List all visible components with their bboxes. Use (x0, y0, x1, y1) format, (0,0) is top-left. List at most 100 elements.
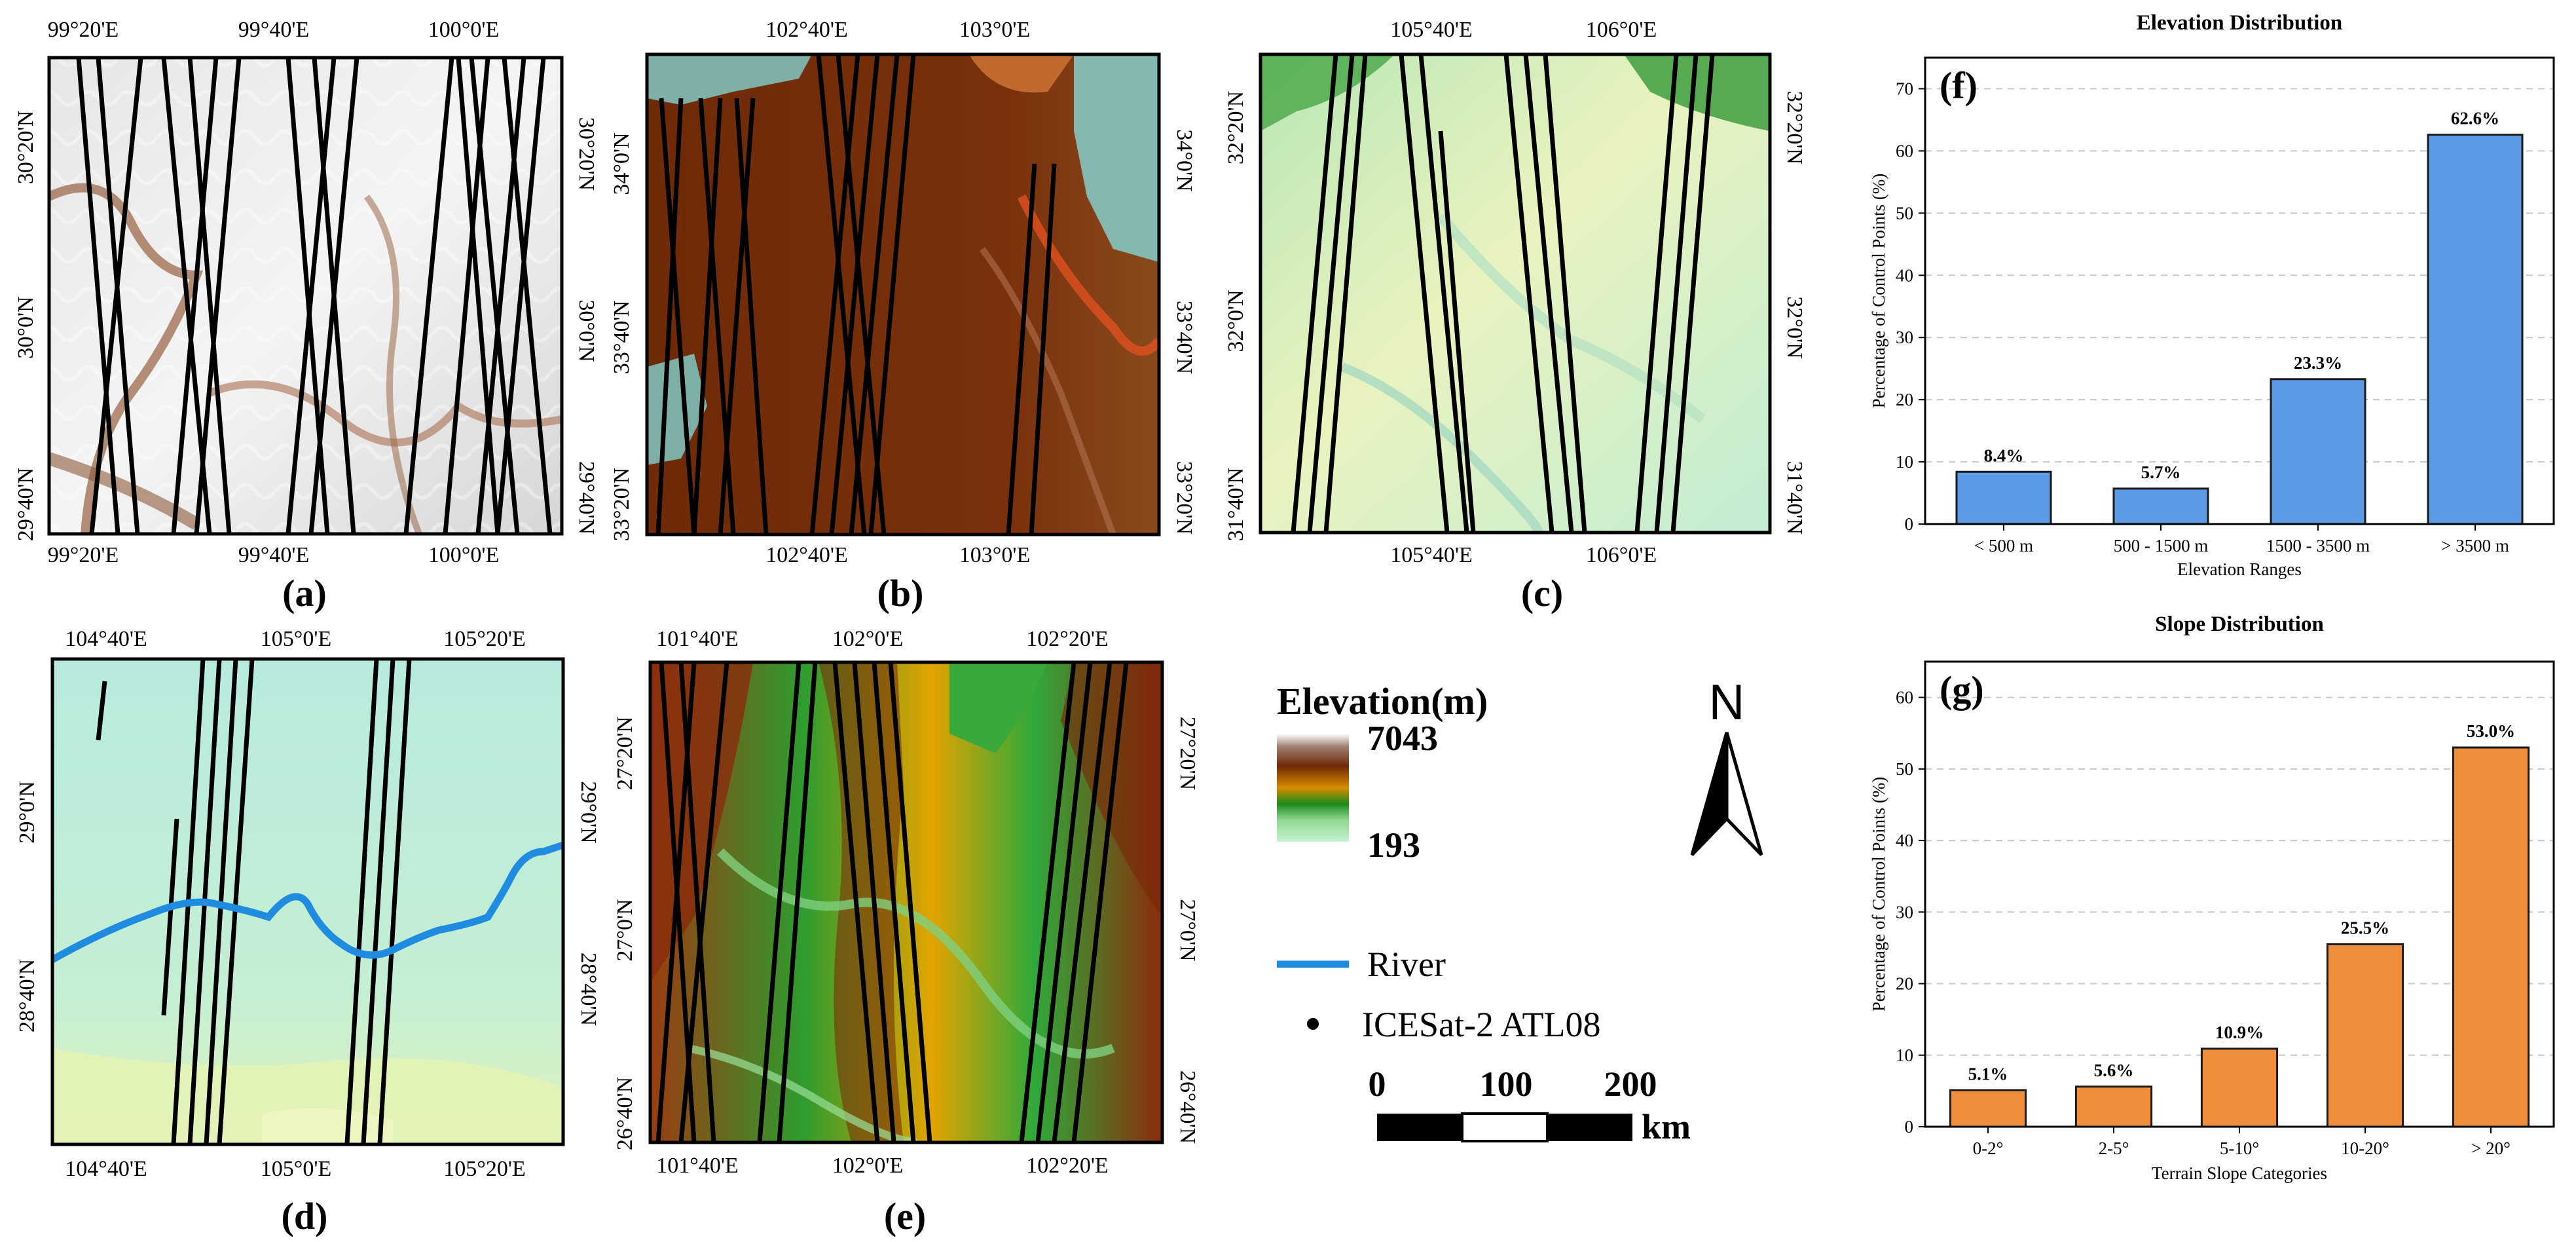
map-d-lon-bottom: 105°0'E (261, 1157, 332, 1181)
map-c-relief (1260, 54, 1770, 533)
map-e-lat-right: 27°20'N (1175, 717, 1200, 790)
map-a-lat-right: 30°0'N (574, 299, 598, 362)
map-d-river (52, 841, 563, 963)
map-d-lat-left: 28°40'N (15, 959, 39, 1032)
chart-title: Elevation Distribution (2137, 11, 2342, 35)
y-tick-label: 30 (1896, 902, 1913, 922)
map-c-lon-top: 106°0'E (1586, 18, 1657, 42)
map-a-lon-bottom: 99°40'E (238, 543, 310, 567)
bar-value-label: 8.4% (1984, 445, 2024, 465)
map-b-lon-top: 102°40'E (765, 18, 848, 42)
map-b-frame (645, 52, 1161, 536)
map-a-relief (49, 58, 562, 534)
y-axis-label: Percentage of Control Points (%) (1869, 174, 1888, 408)
map-a-lat-left: 29°40'N (14, 468, 38, 541)
scale-tick-label: 100 (1480, 1064, 1533, 1104)
river-legend-label: River (1367, 945, 1446, 984)
map-b-lon-top: 103°0'E (959, 18, 1031, 42)
scale-unit-label: km (1642, 1107, 1691, 1146)
bar (2326, 943, 2404, 1128)
map-b-lat-right: 33°40'N (1172, 301, 1196, 374)
map-c (1259, 52, 1772, 535)
slope-distribution-chart: Slope Distribution 0 10 20 30 40 50 60 5.1% 0-2° 5… (1869, 612, 2555, 1183)
y-tick-label: 70 (1896, 79, 1913, 98)
map-b-lat-left: 33°20'N (610, 468, 634, 541)
map-b-terrain (647, 54, 1159, 535)
map-e-lat-left: 26°40'N (613, 1077, 637, 1150)
map-e-lat-left: 27°0'N (613, 899, 637, 961)
map-c-lat-left: 32°20'N (1224, 91, 1248, 164)
elevation-min-label: 193 (1367, 825, 1420, 865)
map-a-icesat-tracks (76, 58, 553, 534)
map-b-lon-bottom: 102°40'E (765, 543, 848, 567)
map-d-lat-right: 28°40'N (576, 952, 600, 1026)
plot-frame (1924, 660, 2555, 1128)
bar (1955, 470, 2052, 525)
elevation-color-ramp (1277, 734, 1349, 842)
map-e-lon-bottom: 101°40'E (656, 1154, 739, 1178)
map-d-letter: (d) (282, 1195, 328, 1237)
map-d-lon-top: 105°20'E (443, 627, 526, 651)
map-a-lat-left: 30°20'N (14, 111, 38, 184)
map-b-lat-right: 34°0'N (1172, 129, 1196, 191)
x-axis-label: Elevation Ranges (2177, 559, 2302, 579)
map-a-lon-top: 99°20'E (48, 18, 119, 42)
map-c-icesat-tracks (1291, 54, 1715, 533)
bar-value-label: 10.9% (2215, 1023, 2264, 1042)
map-d-lon-bottom: 105°20'E (443, 1157, 526, 1181)
y-axis-label: Percentage of Control Points (%) (1869, 777, 1888, 1011)
y-tick-label: 60 (1896, 688, 1913, 707)
map-a-lon-top: 99°40'E (238, 18, 310, 42)
map-a-lat-right: 29°40'N (574, 461, 598, 535)
map-e-lon-bottom: 102°20'E (1026, 1154, 1109, 1178)
bar (2112, 487, 2209, 525)
icesat-legend-swatch (1307, 1018, 1319, 1030)
y-tick-label: 40 (1896, 265, 1913, 285)
x-tick-label: 2-5° (2099, 1138, 2129, 1158)
bar (2427, 134, 2524, 525)
map-c-lat-right: 32°20'N (1782, 91, 1807, 164)
chart-panel-letter: (g) (1940, 668, 1984, 711)
map-c-lon-bottom: 106°0'E (1586, 543, 1657, 567)
x-tick-label: 500 - 1500 m (2114, 536, 2209, 555)
map-c-lat-right: 32°0'N (1782, 296, 1807, 358)
elevation-max-label: 7043 (1367, 719, 1438, 758)
y-tick-label: 10 (1896, 452, 1913, 472)
map-d-lat-right: 29°0'N (576, 781, 600, 843)
x-tick-label: 1500 - 3500 m (2266, 536, 2370, 555)
bar-value-label: 23.3% (2294, 353, 2342, 373)
bar (2074, 1085, 2153, 1128)
y-tick-label: 30 (1896, 328, 1913, 347)
y-tick-label: 0 (1905, 1117, 1914, 1137)
bar-value-label: 62.6% (2451, 109, 2499, 128)
map-a-letter: (a) (282, 572, 327, 614)
map-e-lon-top: 101°40'E (656, 627, 739, 651)
map-d-lon-top: 104°40'E (65, 627, 147, 651)
x-tick-label: 5-10° (2220, 1138, 2259, 1158)
map-b-lon-bottom: 103°0'E (959, 543, 1031, 567)
chart-panel-letter: (f) (1940, 64, 1978, 107)
y-tick-label: 40 (1896, 831, 1913, 850)
map-a (47, 56, 564, 536)
map-a-lat-right: 30°20'N (574, 117, 598, 191)
y-tick-label: 0 (1905, 514, 1914, 534)
bar-value-label: 5.7% (2141, 462, 2181, 482)
map-a-lat-left: 30°0'N (14, 296, 38, 358)
map-c-lat-left: 32°0'N (1224, 290, 1248, 352)
north-arrow-icon (1690, 732, 1763, 856)
map-d-lon-top: 105°0'E (261, 627, 332, 651)
x-tick-label: > 3500 m (2441, 536, 2509, 555)
map-e-relief (650, 662, 1162, 1142)
map-legend: Elevation(m) 7043 193 River ICESat-2 ATL… (1277, 675, 1763, 1146)
x-tick-label: 10-20° (2341, 1138, 2389, 1158)
map-e-lat-right: 27°0'N (1175, 899, 1200, 961)
plot-frame (1924, 56, 2555, 525)
map-e-lon-top: 102°20'E (1026, 627, 1109, 651)
y-tick-label: 20 (1896, 390, 1913, 409)
map-e-lat-left: 27°20'N (613, 717, 637, 790)
map-d (50, 657, 565, 1146)
map-e-lon-top: 102°0'E (832, 627, 904, 651)
scale-tick-label: 200 (1604, 1064, 1657, 1104)
map-a-lon-bottom: 100°0'E (428, 543, 500, 567)
